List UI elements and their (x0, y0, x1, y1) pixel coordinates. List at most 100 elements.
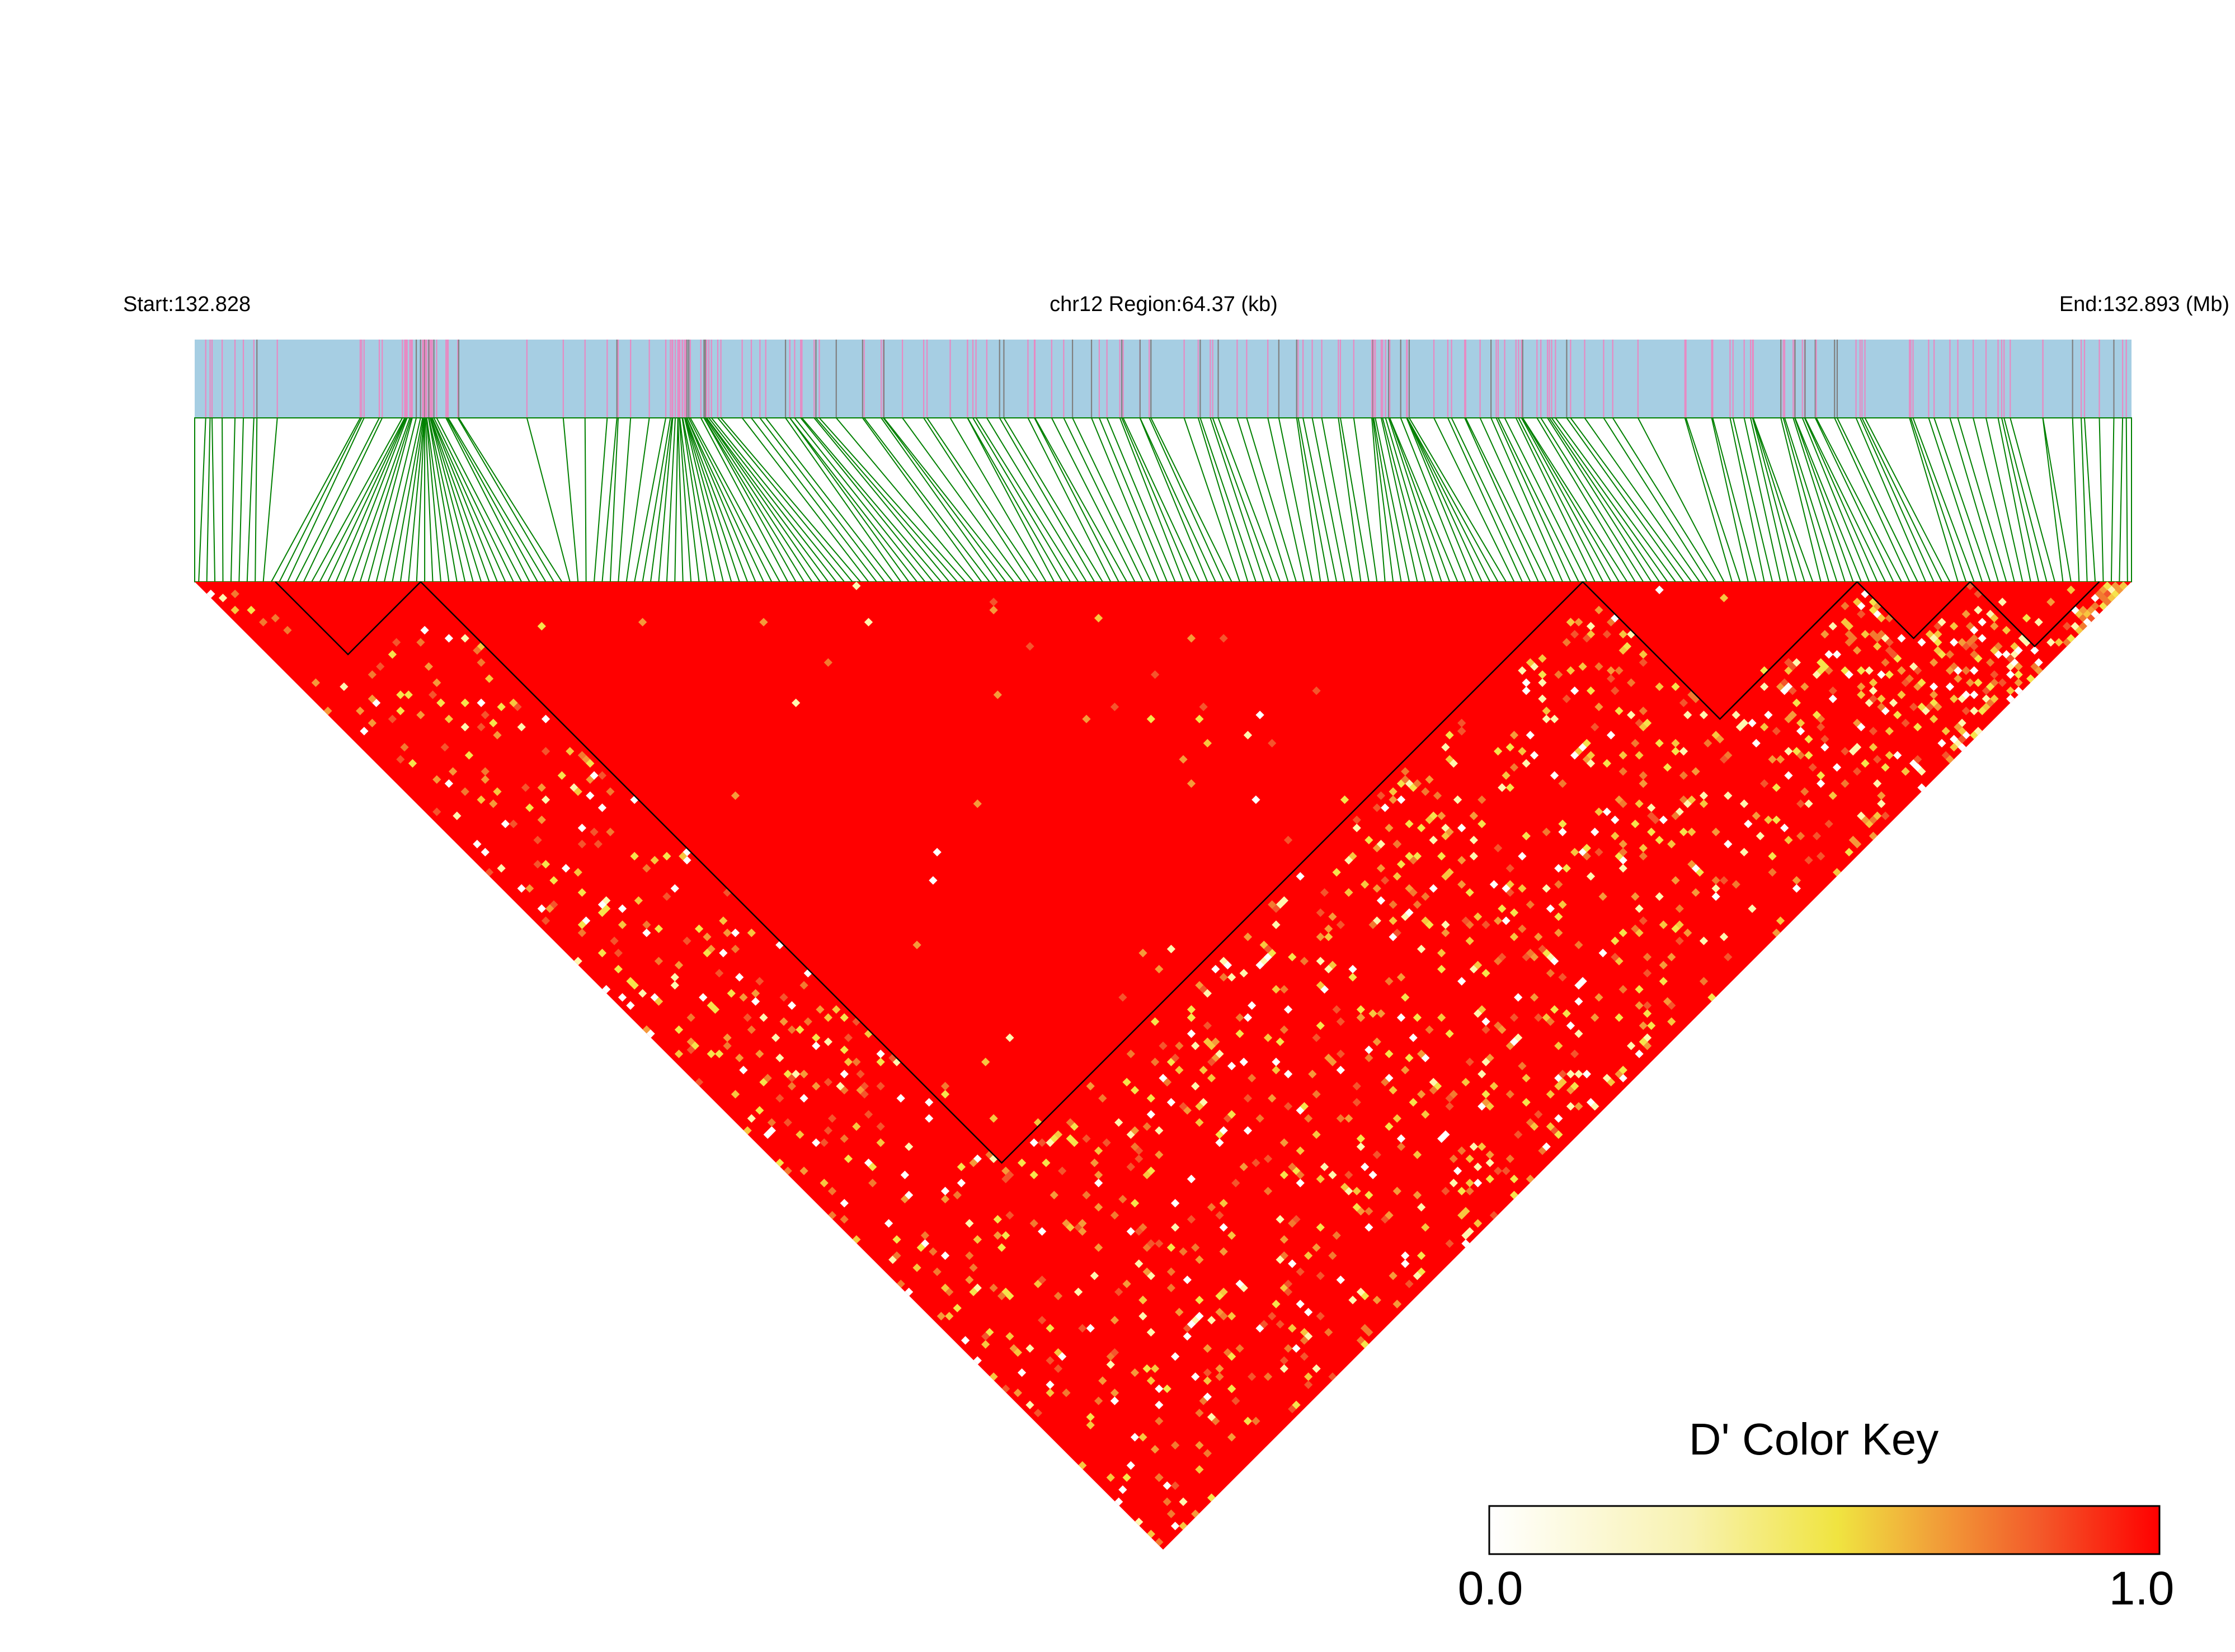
ld-cell (1215, 1372, 1224, 1381)
ld-cell (1937, 618, 1946, 627)
snp-connector (1861, 417, 1942, 582)
snp-connector (1311, 417, 1345, 582)
ld-cell (1574, 618, 1583, 627)
ld-cell (1364, 1328, 1373, 1337)
ld-cell (973, 1235, 982, 1244)
snp-connector (1063, 417, 1144, 582)
ld-cell (1195, 1102, 1204, 1111)
ld-cell (1518, 884, 1527, 893)
ld-cell (1465, 1179, 1474, 1188)
snp-connector (1385, 417, 1434, 582)
ld-cell (1465, 1154, 1474, 1164)
snp-connector (211, 417, 216, 582)
ld-cell (1481, 1025, 1490, 1034)
ld-cell (1126, 1461, 1135, 1470)
ld-cell (1505, 1154, 1514, 1164)
ld-cell (388, 650, 397, 659)
ld-cell (1175, 1307, 1184, 1317)
ld-cell (1974, 678, 1983, 687)
ld-cell (1135, 1154, 1144, 1164)
snp-connector (666, 417, 676, 582)
ld-cell (1635, 904, 1644, 913)
ld-cell (916, 1243, 925, 1252)
snp-connector (458, 417, 563, 582)
ld-cell (1155, 1239, 1164, 1248)
snp-connector (2081, 417, 2088, 582)
ld-cell (1017, 1158, 1027, 1168)
ld-cell (1110, 1316, 1119, 1325)
ld-cell (1066, 1223, 1075, 1232)
snp-connector (416, 417, 425, 582)
ld-cell (1752, 738, 1761, 748)
ld-block-outline (1856, 581, 1971, 639)
ld-cell (755, 1049, 764, 1058)
ld-cell (1857, 682, 1866, 691)
ld-cell (1086, 1413, 1095, 1422)
ld-cell (1296, 1179, 1305, 1188)
ld-cell (1558, 827, 1567, 836)
snp-connector (706, 417, 821, 582)
ld-cell (940, 1090, 950, 1099)
ld-cell (929, 1247, 938, 1256)
ld-cell (1106, 1360, 1115, 1369)
ld-cell (1429, 884, 1438, 893)
snp-connector (690, 417, 780, 582)
ld-cell (827, 1187, 837, 1196)
ld-cell (311, 678, 321, 687)
ld-cell (230, 589, 239, 599)
ld-cell (1050, 1190, 1058, 1199)
ld-cell (1413, 779, 1422, 788)
ld-cell (1086, 1420, 1095, 1430)
ld-cell (1498, 904, 1507, 913)
snp-connector (343, 417, 408, 582)
ld-cell (1368, 1009, 1377, 1018)
ld-cell (1857, 666, 1866, 675)
ld-cell (1796, 799, 1805, 808)
ld-cell (1389, 1271, 1398, 1281)
ld-cell (969, 1287, 978, 1297)
ld-cell (1594, 807, 1603, 816)
ld-cell (1659, 920, 1668, 929)
ld-cell (1478, 1070, 1486, 1079)
ld-cell (993, 1231, 1002, 1240)
ld-cell (1485, 1158, 1494, 1168)
ld-cell (1901, 718, 1910, 728)
ld-cell (1441, 743, 1450, 752)
ld-cell (489, 718, 498, 728)
ld-cell (1138, 1433, 1147, 1442)
snp-connector (429, 417, 474, 582)
ld-cell (586, 791, 595, 800)
ld-cell (1784, 658, 1793, 667)
snp-connector (2072, 417, 2080, 582)
ld-cell (1941, 727, 1950, 736)
ld-cell (1288, 1162, 1297, 1171)
ld-cell (953, 1303, 962, 1312)
ld-cell (1352, 1187, 1361, 1196)
ld-cell (796, 1130, 804, 1139)
ld-cell (1945, 666, 1955, 675)
ld-cell (1029, 1219, 1038, 1228)
snp-connector (1338, 417, 1362, 582)
ld-cell (1005, 1211, 1014, 1220)
ld-cell (1316, 1174, 1325, 1184)
ld-cell (1473, 1219, 1483, 1228)
ld-cell (489, 799, 498, 808)
ld-cell (1885, 638, 1894, 647)
ld-cell (577, 823, 587, 832)
ld-cell (1457, 823, 1466, 832)
snp-connector (1684, 417, 1733, 582)
ld-cell (1392, 928, 1401, 938)
ld-cell (638, 989, 647, 998)
ld-cell (969, 1263, 978, 1272)
ld-cell (1441, 1130, 1450, 1139)
ld-cell (1493, 1166, 1503, 1175)
ld-cell (1901, 767, 1910, 776)
ld-cell (1155, 1416, 1164, 1425)
ld-cell (1381, 803, 1390, 812)
ld-cell (1611, 686, 1620, 695)
ld-cell (1344, 1170, 1353, 1179)
ld-cell (1639, 844, 1648, 853)
ld-cell (1635, 985, 1644, 994)
ld-cell (937, 1312, 945, 1321)
snp-connector (428, 417, 458, 582)
